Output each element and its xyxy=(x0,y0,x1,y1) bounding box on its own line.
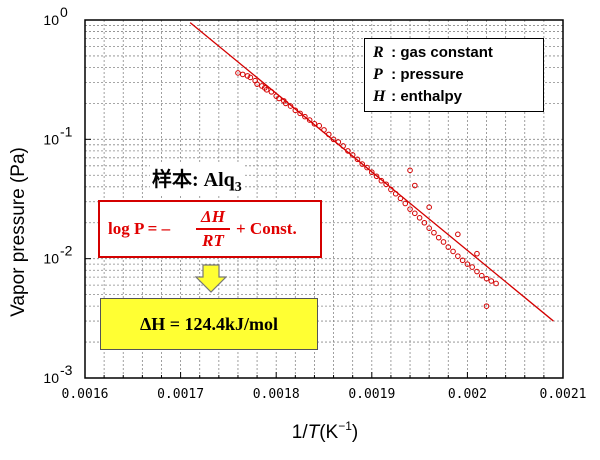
data-point xyxy=(435,234,442,241)
down-arrow-icon xyxy=(195,264,227,293)
data-point xyxy=(383,181,389,188)
data-point xyxy=(373,173,380,180)
data-point xyxy=(369,169,375,176)
fit-line xyxy=(189,22,554,322)
data-point xyxy=(421,219,428,226)
legend-symbol: H xyxy=(373,88,386,105)
data-point xyxy=(287,103,294,109)
data-point xyxy=(493,280,499,287)
x-axis-ticks: 0.0016 0.0017 0.0018 0.0019 0.002 0.0021 xyxy=(62,372,587,402)
equation-rhs: + Const. xyxy=(236,219,297,238)
data-point xyxy=(407,167,413,174)
y-tick-exponent: -3 xyxy=(60,362,73,378)
x-tick-label: 0.0017 xyxy=(157,387,204,402)
x-axis-title: 1/T(K−1) xyxy=(292,419,358,443)
data-point xyxy=(488,278,495,284)
y-tick-exponent: -1 xyxy=(60,123,73,139)
legend-text: : enthalpy xyxy=(391,88,463,105)
data-point xyxy=(263,87,270,93)
legend-text: : gas constant xyxy=(391,44,493,61)
y-tick-label: 10 xyxy=(43,131,59,147)
data-point xyxy=(402,200,409,207)
data-point xyxy=(254,81,260,87)
legend-symbol: P xyxy=(373,66,383,83)
y-tick-exponent: 0 xyxy=(60,4,68,20)
enthalpy-result-box: ΔH = 124.4kJ/mol xyxy=(100,298,318,350)
data-point xyxy=(426,225,432,232)
data-point xyxy=(311,120,318,127)
data-point xyxy=(364,164,370,171)
data-point xyxy=(464,261,471,267)
legend-item-h: H : enthalpy xyxy=(373,86,535,108)
data-point xyxy=(426,204,432,210)
legend-text: : pressure xyxy=(391,66,464,83)
data-point xyxy=(412,210,418,217)
legend: R : gas constant P : pressure H : enthal… xyxy=(364,38,544,112)
data-point xyxy=(474,250,480,257)
x-tick-label: 0.0021 xyxy=(540,387,587,402)
data-point xyxy=(459,257,466,264)
plot-frame xyxy=(84,19,564,379)
data-point xyxy=(306,117,313,123)
plot-border xyxy=(84,19,564,379)
equation-denominator: RT xyxy=(202,231,224,250)
legend-item-p: P : pressure xyxy=(373,64,535,86)
data-point xyxy=(297,110,303,117)
equation-fraction: ΔH RT xyxy=(196,206,230,252)
sample-subscript: 3 xyxy=(234,180,242,195)
data-point xyxy=(431,229,437,236)
data-point xyxy=(469,264,475,270)
data-point xyxy=(416,215,423,221)
series-layer xyxy=(189,22,554,322)
data-point xyxy=(359,161,366,167)
x-tick-label: 0.0016 xyxy=(62,387,109,402)
y-axis-title: Vapor pressure (Pa) xyxy=(8,147,29,317)
data-point xyxy=(455,253,461,259)
data-point xyxy=(440,239,447,245)
equation-lhs: log P = – xyxy=(108,219,171,238)
data-point xyxy=(235,70,241,76)
data-point xyxy=(378,177,385,184)
data-point xyxy=(354,156,361,163)
sample-label: 样本: Alq3 xyxy=(150,163,244,196)
data-point xyxy=(407,206,413,212)
equation-box: log P = – ΔH RT + Const. xyxy=(98,200,322,258)
x-tick-label: 0.002 xyxy=(448,387,487,402)
legend-item-r: R : gas constant xyxy=(373,42,535,64)
equation-numerator: ΔH xyxy=(196,206,230,230)
data-point xyxy=(412,182,418,189)
data-point xyxy=(247,74,254,81)
data-point xyxy=(474,268,480,275)
data-point xyxy=(478,272,485,279)
data-point xyxy=(483,303,490,309)
legend-symbol: R xyxy=(373,44,384,61)
data-point xyxy=(455,231,461,238)
enthalpy-result: ΔH = 124.4kJ/mol xyxy=(139,314,279,334)
data-point xyxy=(239,71,246,78)
x-tick-label: 0.0018 xyxy=(253,387,300,402)
data-point xyxy=(445,244,452,250)
y-tick-label: 10 xyxy=(43,370,59,386)
data-point xyxy=(483,275,490,282)
y-tick-label: 10 xyxy=(43,12,59,28)
sample-name: 样本: Alq xyxy=(152,169,235,191)
y-tick-label: 10 xyxy=(43,251,59,267)
y-tick-exponent: -2 xyxy=(60,243,73,259)
x-tick-label: 0.0019 xyxy=(348,387,395,402)
data-point xyxy=(450,248,456,255)
data-point xyxy=(302,113,308,120)
data-point xyxy=(244,73,251,79)
